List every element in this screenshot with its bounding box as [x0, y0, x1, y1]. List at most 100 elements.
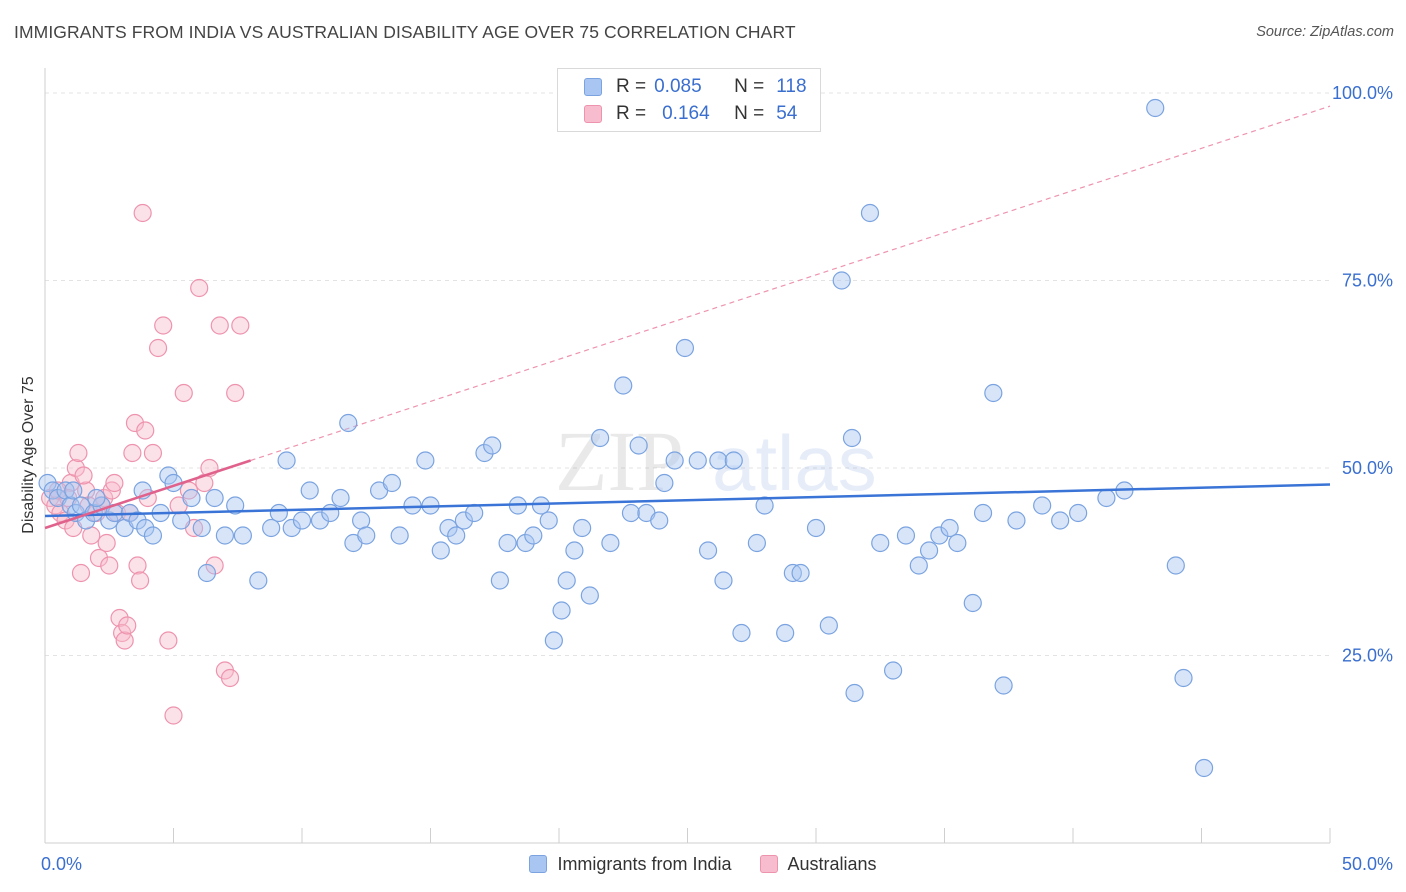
point-australians: [226, 383, 245, 403]
point-india: [919, 541, 939, 560]
point-india: [516, 533, 535, 553]
point-india: [197, 563, 217, 583]
series-india-points: [38, 98, 1214, 778]
point-india: [447, 526, 466, 545]
point-india: [226, 496, 245, 515]
gridlines: [45, 92, 1330, 656]
point-india: [655, 473, 674, 493]
point-india: [539, 511, 558, 530]
point-australians: [220, 668, 240, 688]
point-australians: [97, 533, 116, 553]
point-india: [629, 436, 648, 455]
point-india: [688, 451, 707, 470]
point-india: [136, 518, 155, 538]
point-australians: [105, 473, 124, 493]
trend-line-india: [44, 483, 1331, 518]
point-india: [475, 443, 494, 463]
point-india: [565, 541, 584, 560]
trend-extension-australians: [250, 105, 1331, 462]
point-india: [215, 526, 234, 545]
x-tick-label-min: 0.0%: [41, 854, 82, 874]
x-tick-label-max: 50.0%: [1342, 854, 1393, 874]
legend-item-australians[interactable]: Australians: [759, 853, 877, 875]
point-india: [940, 518, 959, 538]
point-india: [87, 488, 106, 508]
point-india: [300, 481, 319, 500]
watermark-zip: ZIP: [555, 413, 684, 509]
legend-n-label: N =: [734, 76, 765, 97]
point-india: [192, 518, 211, 538]
point-india: [1166, 556, 1185, 575]
point-india: [465, 503, 484, 523]
point-india: [883, 661, 903, 680]
point-india: [531, 496, 551, 515]
point-india: [973, 503, 993, 523]
point-australians: [164, 706, 183, 725]
point-india: [871, 533, 890, 553]
point-india: [143, 526, 163, 545]
point-india: [1069, 503, 1088, 523]
series-australians-points: [41, 203, 250, 725]
point-australians: [89, 548, 109, 568]
point-india: [573, 518, 592, 538]
point-india: [601, 533, 620, 553]
point-india: [483, 436, 502, 455]
point-india: [832, 271, 851, 290]
legend-n-value: 118: [776, 76, 807, 97]
legend-item-india[interactable]: Immigrants from India: [529, 853, 732, 875]
point-australians: [130, 571, 150, 590]
legend-r-value: 0.164: [662, 103, 710, 124]
point-india: [783, 563, 802, 583]
point-india: [431, 541, 450, 560]
point-india: [984, 383, 1003, 403]
point-australians: [210, 316, 229, 335]
point-india: [269, 503, 288, 523]
legend-swatch-india: [584, 78, 602, 96]
point-india: [621, 503, 641, 523]
point-india: [205, 488, 224, 508]
point-australians: [115, 631, 134, 650]
stats-legend: R = 0.085 N = 118 R = 0.164 N = 54: [557, 68, 821, 132]
point-india: [357, 526, 376, 545]
trend-lines: [44, 459, 1331, 530]
point-india: [292, 511, 312, 530]
point-india: [1194, 758, 1214, 778]
point-india: [650, 511, 669, 530]
point-india: [277, 451, 296, 470]
y-tick-label: 25.0%: [1342, 646, 1393, 666]
point-australians: [128, 556, 147, 575]
point-australians: [123, 443, 142, 463]
series-legend: Immigrants from India Australians: [0, 851, 1406, 877]
point-australians: [110, 608, 129, 628]
point-india: [321, 503, 340, 523]
point-australians: [205, 556, 224, 575]
point-india: [1097, 488, 1116, 508]
point-india: [698, 541, 718, 560]
point-india: [665, 451, 684, 470]
trend-line-australians: [44, 459, 251, 530]
point-india: [1174, 668, 1193, 688]
point-india: [1146, 98, 1165, 118]
point-australians: [118, 616, 137, 635]
point-india: [403, 496, 422, 515]
point-india: [776, 623, 795, 643]
point-india: [382, 473, 402, 493]
point-india: [490, 571, 509, 590]
point-india: [282, 518, 301, 538]
point-australians: [174, 383, 193, 403]
point-australians: [143, 443, 163, 463]
point-australians: [125, 413, 145, 433]
legend-swatch-australians: [759, 855, 778, 873]
point-india: [233, 526, 252, 545]
legend-r-value: 0.085: [654, 76, 702, 97]
point-australians: [133, 203, 152, 223]
point-australians: [69, 443, 88, 463]
point-india: [994, 676, 1013, 695]
legend-label-india: Immigrants from India: [557, 853, 732, 874]
legend-label-australians: Australians: [787, 853, 877, 874]
point-india: [930, 526, 949, 545]
point-australians: [190, 278, 209, 298]
point-india: [732, 623, 751, 643]
point-india: [390, 526, 409, 545]
legend-swatch-australians: [584, 105, 602, 123]
